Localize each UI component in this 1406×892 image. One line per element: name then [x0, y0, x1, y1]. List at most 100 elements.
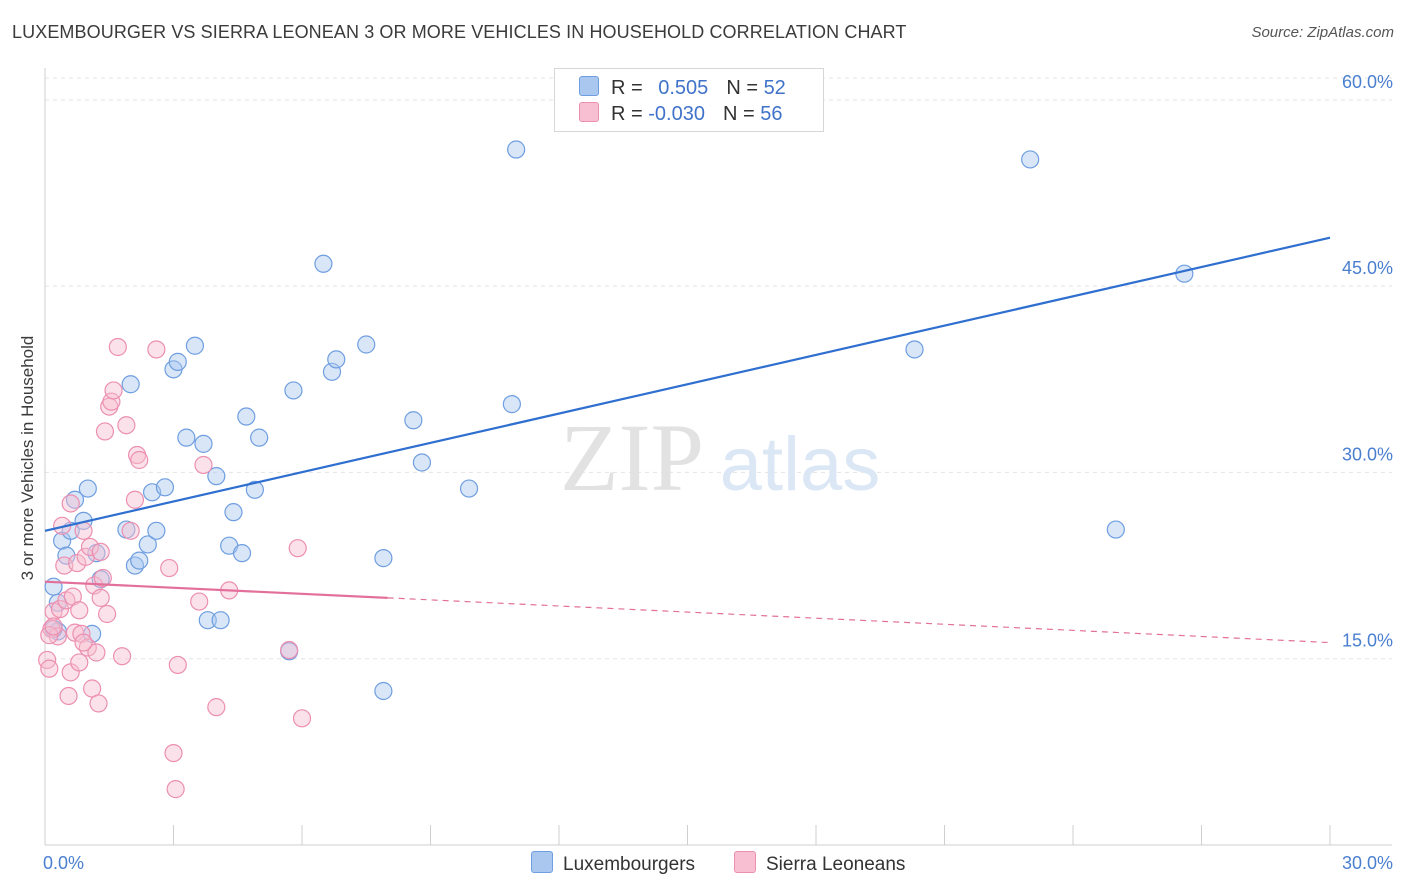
point-luxembourgers: [1106, 520, 1125, 539]
point-sierra-leoneans: [125, 490, 145, 509]
y-tick-label: 15.0%: [1342, 631, 1393, 651]
y-tick-label: 45.0%: [1342, 258, 1393, 278]
legend-swatch-sierra-leoneans: [579, 102, 599, 122]
point-sierra-leoneans: [89, 694, 108, 713]
point-sierra-leoneans: [70, 601, 89, 620]
y-axis-label: 3 or more Vehicles in Household: [18, 336, 37, 581]
legend-swatch-sierra-leoneans: [734, 851, 756, 873]
point-luxembourgers: [284, 381, 303, 400]
trend-line-sierra-leoneans: [44, 580, 388, 599]
y-tick-label: 30.0%: [1342, 444, 1393, 464]
trend-line-sierra-leoneans-extension: [387, 597, 1331, 644]
point-luxembourgers: [155, 478, 175, 497]
legend-r-value: 0.505: [658, 77, 709, 99]
watermark-zip: ZIP: [560, 404, 704, 511]
point-luxembourgers: [168, 352, 187, 371]
legend-label-luxembourgers: Luxembourgers: [563, 854, 696, 875]
point-luxembourgers: [232, 544, 252, 563]
legend-row-sierra-leoneans: R = -0.030 N = 56: [579, 102, 782, 126]
point-luxembourgers: [507, 140, 526, 159]
trend-line-luxembourgers: [44, 236, 1331, 532]
grid-lines: [45, 77, 1392, 660]
x-tick-label: 0.0%: [43, 853, 84, 873]
point-luxembourgers: [374, 549, 393, 568]
point-sierra-leoneans: [292, 709, 312, 728]
point-luxembourgers: [374, 681, 393, 701]
point-sierra-leoneans: [93, 568, 112, 588]
point-sierra-leoneans: [147, 340, 166, 359]
point-luxembourgers: [250, 428, 269, 447]
legend-n-label: N =: [726, 77, 764, 99]
y-tick-label: 60.0%: [1342, 72, 1393, 92]
point-sierra-leoneans: [168, 655, 187, 675]
legend-row-luxembourgers: R = 0.505 N = 52: [579, 76, 786, 100]
point-sierra-leoneans: [207, 698, 226, 717]
point-sierra-leoneans: [95, 422, 115, 441]
point-sierra-leoneans: [59, 686, 78, 706]
point-luxembourgers: [237, 407, 256, 426]
point-luxembourgers: [138, 535, 157, 554]
point-luxembourgers: [211, 611, 230, 630]
point-sierra-leoneans: [104, 381, 123, 400]
legend-n-label: N =: [722, 103, 761, 125]
point-luxembourgers: [78, 479, 97, 498]
point-luxembourgers: [185, 336, 205, 355]
point-sierra-leoneans: [117, 416, 136, 435]
legend-n-value: 56: [760, 103, 783, 125]
point-luxembourgers: [327, 350, 346, 369]
point-sierra-leoneans: [61, 494, 80, 513]
point-luxembourgers: [502, 395, 521, 414]
point-luxembourgers: [147, 521, 166, 540]
point-sierra-leoneans: [91, 542, 110, 562]
point-luxembourgers: [412, 453, 432, 472]
legend-label-sierra-leoneans: Sierra Leoneans: [766, 854, 906, 875]
point-sierra-leoneans: [91, 588, 110, 607]
point-luxembourgers: [130, 551, 149, 570]
legend-r-value: -0.030: [648, 103, 705, 125]
trend-lines: [44, 236, 1331, 644]
legend-item-luxembourgers: Luxembourgers: [531, 851, 695, 876]
point-sierra-leoneans: [74, 633, 93, 652]
point-luxembourgers: [121, 375, 140, 394]
point-sierra-leoneans: [121, 521, 140, 540]
point-luxembourgers: [198, 611, 217, 630]
point-luxembourgers: [905, 340, 924, 359]
point-luxembourgers: [194, 434, 213, 453]
point-sierra-leoneans: [160, 558, 179, 578]
point-sierra-leoneans: [108, 337, 127, 357]
watermark-atlas: atlas: [720, 422, 881, 507]
series-legend: Luxembourgers Sierra Leoneans: [0, 851, 1406, 877]
point-sierra-leoneans: [164, 743, 183, 763]
point-sierra-leoneans: [190, 592, 209, 611]
point-sierra-leoneans: [102, 392, 121, 411]
point-sierra-leoneans: [98, 604, 117, 624]
point-sierra-leoneans: [40, 659, 59, 678]
axes: [44, 68, 1392, 846]
tick-labels: 15.0% 30.0% 45.0% 60.0% 0.0% 30.0%: [43, 72, 1393, 873]
point-luxembourgers: [459, 479, 479, 498]
point-sierra-leoneans: [70, 653, 89, 672]
chart-title: LUXEMBOURGER VS SIERRA LEONEAN 3 OR MORE…: [12, 22, 907, 42]
chart-source: Source: ZipAtlas.com: [1251, 24, 1394, 41]
point-luxembourgers: [207, 467, 226, 486]
point-luxembourgers: [314, 254, 333, 273]
legend-r-label: R =: [611, 77, 649, 99]
point-luxembourgers: [1175, 264, 1194, 283]
point-sierra-leoneans: [80, 537, 100, 557]
legend-item-sierra-leoneans: Sierra Leoneans: [734, 851, 905, 876]
point-luxembourgers: [1021, 150, 1040, 169]
point-sierra-leoneans: [166, 780, 185, 799]
legend-swatch-luxembourgers: [579, 76, 599, 96]
point-sierra-leoneans: [112, 647, 132, 666]
legend-n-value: 52: [763, 77, 786, 99]
point-sierra-leoneans: [44, 617, 63, 636]
point-sierra-leoneans: [40, 626, 59, 645]
legend-swatch-luxembourgers: [531, 851, 553, 873]
x-tick-label: 30.0%: [1342, 853, 1393, 873]
point-luxembourgers: [44, 577, 63, 596]
point-luxembourgers: [224, 503, 243, 522]
point-luxembourgers: [404, 411, 423, 430]
point-luxembourgers: [177, 428, 196, 447]
point-sierra-leoneans: [280, 640, 299, 660]
